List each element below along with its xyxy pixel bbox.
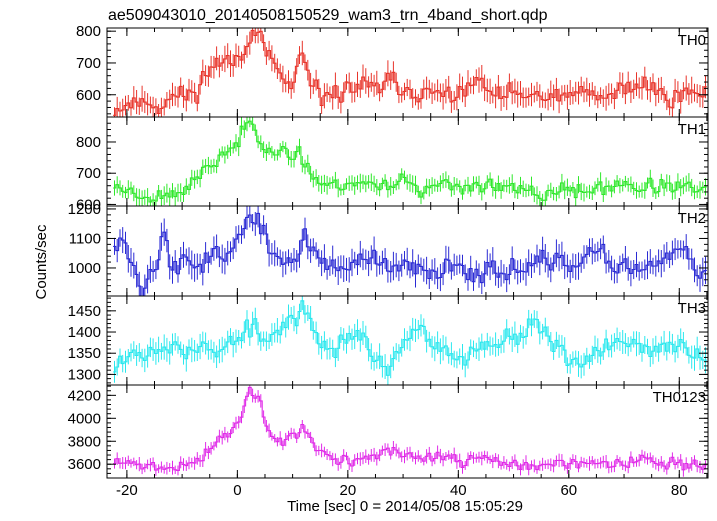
series-line-th0 <box>113 29 707 116</box>
panel-frame <box>106 384 709 479</box>
x-tick-label: 40 <box>450 482 467 499</box>
y-tick-label: 600 <box>76 196 101 213</box>
series-line-th1 <box>113 120 707 203</box>
x-tick-label: 0 <box>233 482 241 499</box>
panels-group: 600700800TH0600700800TH1100011001200TH21… <box>68 23 709 499</box>
y-tick-label: 800 <box>76 23 101 40</box>
y-tick-label: 1200 <box>68 201 101 218</box>
y-tick-label: 4000 <box>68 410 101 427</box>
x-tick-label: 60 <box>560 482 577 499</box>
chart-title: ae509043010_20140508150529_wam3_trn_4ban… <box>108 7 548 24</box>
y-tick-label: 3600 <box>68 456 101 473</box>
y-tick-label: 700 <box>76 55 101 72</box>
panel-label-th0: TH0 <box>678 32 706 49</box>
series-line-th2 <box>113 212 707 296</box>
error-bars-th1 <box>114 117 706 206</box>
panel-th2: 1000 1100 1200 TH2 <box>68 201 709 297</box>
panel-label-th2: TH2 <box>678 210 706 227</box>
panel-th3: 1300 1350 1400 1450 TH3 <box>68 295 709 386</box>
y-tick-label: 3800 <box>68 433 101 450</box>
x-tick-label: 20 <box>339 482 356 499</box>
y-tick-label: 1300 <box>68 366 101 383</box>
panel-label-th0123: TH0123 <box>653 389 706 406</box>
error-bars-th3 <box>114 296 706 385</box>
panel-label-th1: TH1 <box>678 121 706 138</box>
panel-th0123: 3600 3800 4000 4200 TH0123 <box>68 384 709 479</box>
y-tick-label: 800 <box>76 134 101 151</box>
y-tick-label: 4200 <box>68 387 101 404</box>
panel-th0: 600 700 800 TH0 <box>76 23 709 118</box>
error-bars-th0123 <box>114 385 706 477</box>
y-tick-label: 700 <box>76 165 101 182</box>
series-line-th0123 <box>113 386 707 471</box>
series-line-th3 <box>113 300 707 376</box>
y-tick-label: 1400 <box>68 324 101 341</box>
panel-frame <box>106 116 709 207</box>
error-bars-th2 <box>114 206 706 296</box>
y-tick-label: 1000 <box>68 260 101 277</box>
y-tick-label: 1100 <box>69 230 101 247</box>
panel-label-th3: TH3 <box>678 300 706 317</box>
y-tick-label: 600 <box>76 87 101 104</box>
x-tick-label: -20 <box>116 482 138 499</box>
x-axis-label: Time [sec] 0 = 2014/05/08 15:05:29 <box>287 498 523 515</box>
y-tick-label: 1450 <box>68 303 101 320</box>
panel-th1: 600 700 800 TH1 <box>76 116 709 213</box>
y-tick-label: 1350 <box>68 345 101 362</box>
x-tick-label: 80 <box>671 482 688 499</box>
y-axis-label: Counts/sec <box>33 224 50 300</box>
